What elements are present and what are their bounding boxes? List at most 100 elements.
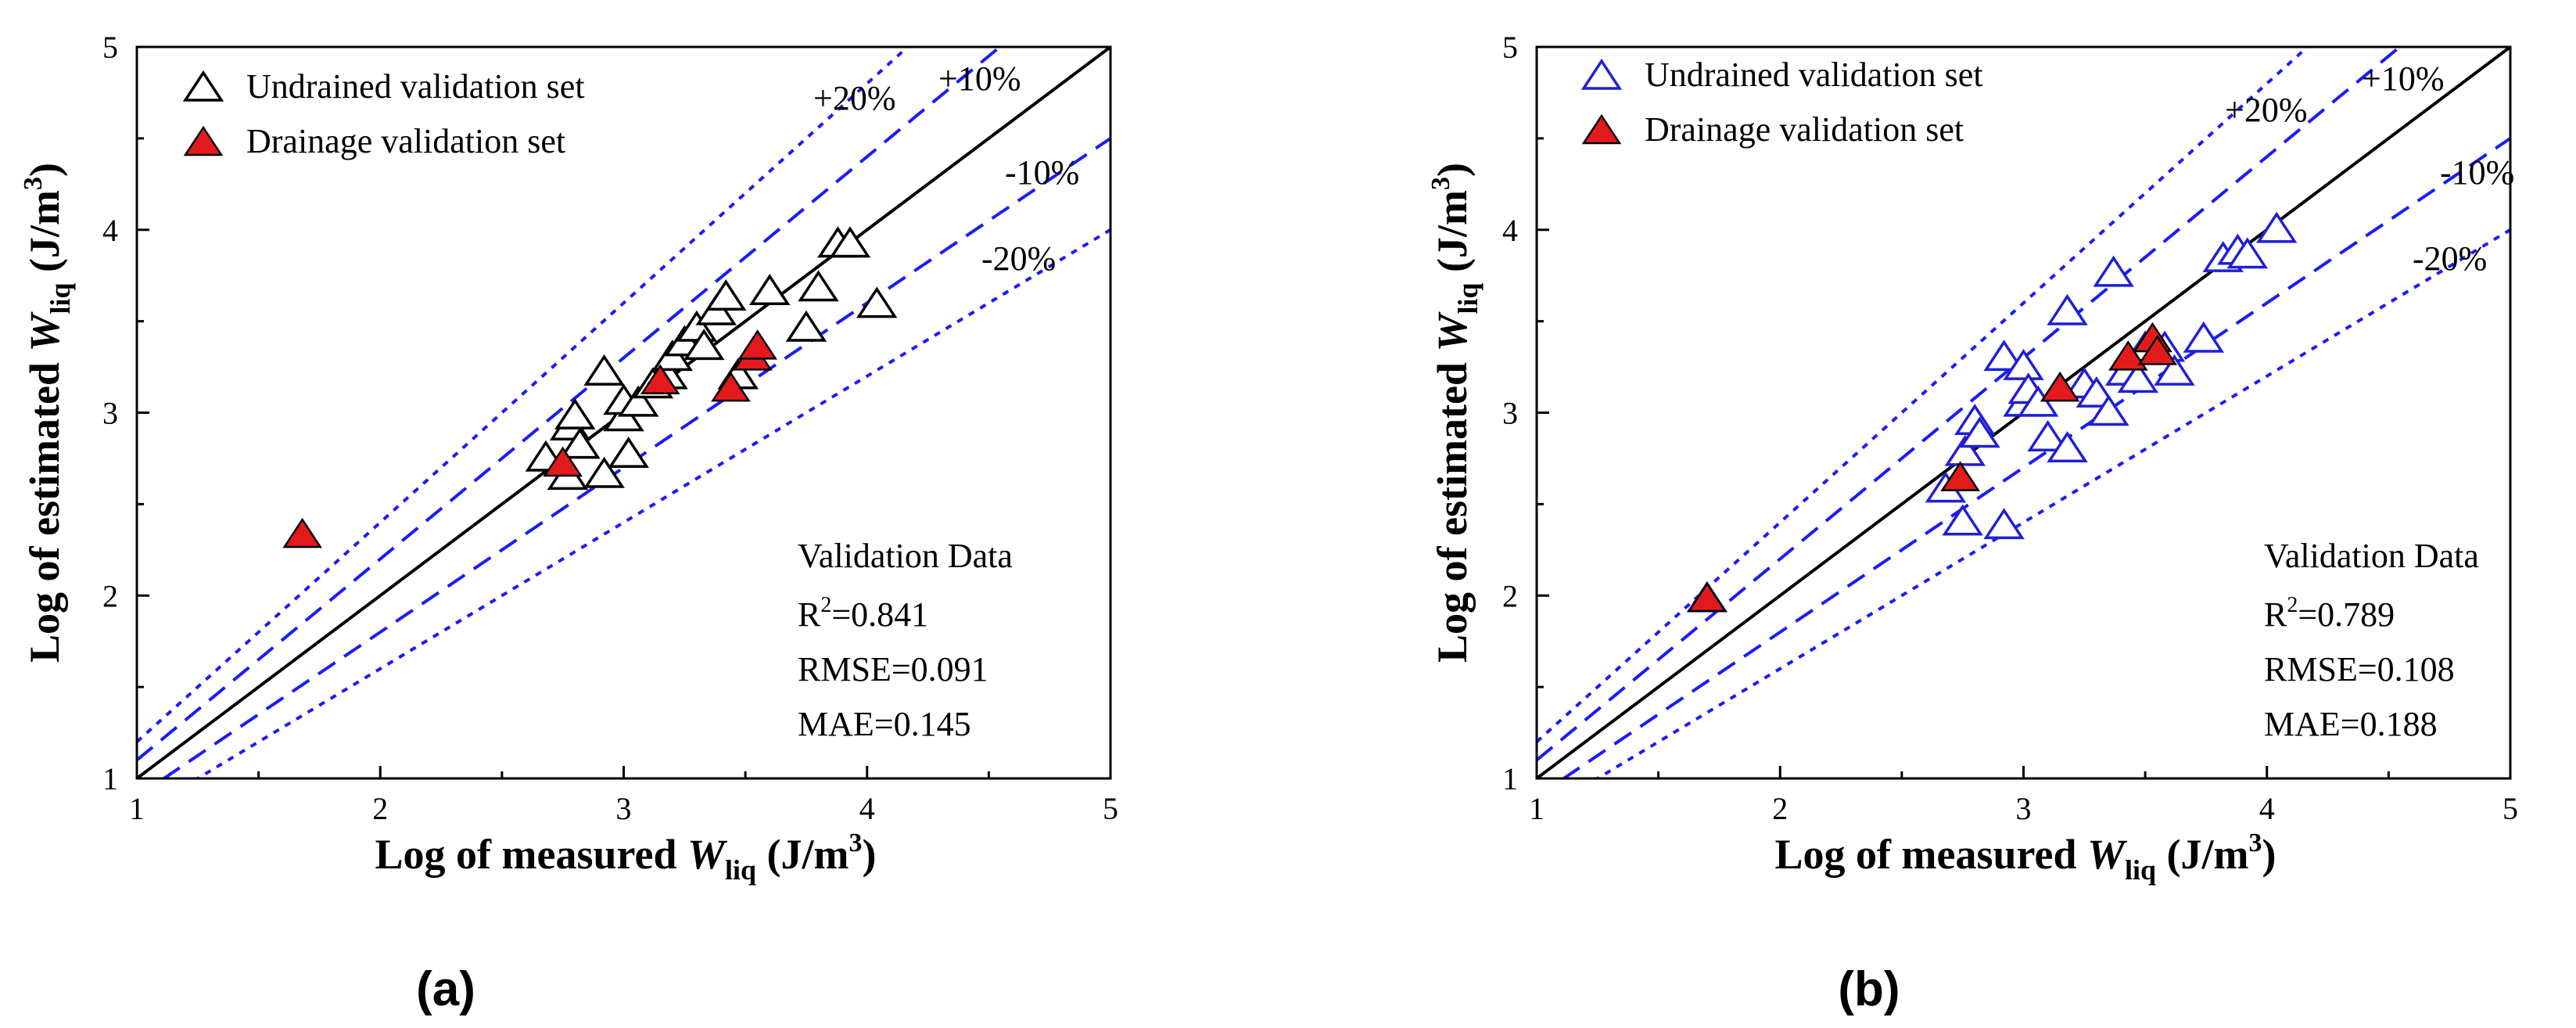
legend-undrained-label: Undrained validation set [1645,56,1983,94]
drainage-point [737,329,778,360]
axis-label-variable: W [2087,831,2128,878]
panel-label: (a) [416,962,475,1016]
axis-label-subscript: liq [1452,282,1484,314]
y-tick-label: 4 [102,213,118,248]
y-tick-label: 3 [102,396,118,431]
axis-label-subscript: liq [2125,854,2156,886]
axis-label-unit: (J/m [756,831,849,878]
undrained-point [1983,340,2025,372]
x-tick-label: 5 [2502,791,2518,826]
undrained-point [2076,376,2118,408]
minus-20-percent-line [1594,228,2510,778]
axis-label-superscript: 3 [19,177,48,190]
axis-label-unit: (J/m [1429,190,1476,282]
drainage-point [640,364,680,395]
undrained-point [2183,321,2225,353]
stats-r2: R2=0.841 [798,593,928,634]
minus-20-label: -20% [2413,239,2487,278]
y-axis-label: Log of estimated Wliq (J/m3) [19,163,76,663]
y-tick-label: 1 [102,761,118,796]
axis-label-superscript: 3 [849,829,863,857]
undrained-point [1959,416,2000,448]
undrained-point [683,329,725,361]
undrained-point [2255,211,2298,243]
axis-label-unit: (J/m [21,190,68,282]
stats-title: Validation Data [798,537,1013,575]
x-tick-label: 2 [1772,791,1788,826]
minus-10-label: -10% [1005,153,1079,192]
y-tick-label: 1 [1502,761,1518,796]
legend-undrained-marker [1580,58,1623,90]
y-tick-label: 4 [1502,213,1518,248]
legend-drainage-label: Drainage validation set [1645,110,1964,149]
y-axis-label: Log of estimated Wliq (J/m3) [1426,163,1484,663]
drainage-point [1940,461,1980,491]
undrained-point [798,270,839,302]
plus-10-percent-line [137,47,1003,762]
drainage-point [282,517,322,548]
stats-mae: MAE=0.145 [798,705,971,743]
r2-symbol: R [798,595,821,634]
legend-drainage-label: Drainage validation set [246,122,565,160]
plus-20-percent-line [137,47,910,743]
plus-20-label: +20% [2225,91,2307,129]
y-tick-label: 5 [1502,30,1518,65]
stats-rmse: RMSE=0.091 [798,650,988,688]
drainage-point [543,446,583,477]
legend-drainage-marker [1581,113,1622,145]
drainage-point [2108,340,2148,371]
x-axis-label: Log of measured Wliq (J/m3) [1775,829,2276,886]
axis-label-unit-close: ) [2262,831,2276,878]
r2-symbol: R [2264,595,2287,634]
undrained-point [559,427,601,459]
undrained-point [554,397,596,430]
axis-label-prefix: Log of estimated [21,352,68,663]
undrained-point [1942,504,1983,536]
undrained-point [2047,431,2088,462]
r2-superscript: 2 [2287,593,2298,617]
y-tick-label: 5 [102,30,118,65]
x-tick-label: 3 [616,791,632,826]
undrained-point [608,437,649,469]
drainage-point [2040,371,2080,402]
undrained-point [617,385,659,417]
undrained-point [2154,354,2195,386]
axis-label-variable: W [21,311,68,352]
axis-label-unit: (J/m [2156,831,2248,878]
axis-label-unit-close: ) [863,831,877,878]
drainage-point [711,371,751,402]
drainage-point [2137,335,2178,365]
panel-label: (b) [1838,962,1900,1016]
undrained-point [583,354,625,386]
legend-undrained-label: Undrained validation set [246,67,585,106]
undrained-point [785,310,827,342]
r2-value: =0.789 [2298,595,2395,634]
axis-label-superscript: 3 [1426,177,1455,190]
undrained-point [2047,293,2088,325]
x-tick-label: 1 [129,791,145,826]
stats-mae: MAE=0.188 [2264,705,2438,743]
x-tick-label: 5 [1103,791,1118,826]
undrained-point [2027,420,2068,451]
y-tick-label: 2 [1502,578,1518,613]
minus-10-percent-line [1561,137,2510,778]
legend-undrained-marker [182,70,224,102]
plus-10-label: +10% [2362,59,2444,98]
axis-label-subscript: liq [45,282,76,314]
undrained-point [2003,348,2044,380]
axis-label-prefix: Log of measured [1775,831,2088,878]
undrained-point [2226,237,2269,269]
minus-20-label: -20% [981,239,1056,278]
undrained-point [749,274,791,305]
undrained-point [2088,394,2129,426]
axis-label-subscript: liq [725,854,756,886]
x-tick-label: 2 [372,791,388,826]
minus-10-percent-line [161,137,1110,778]
r2-superscript: 2 [820,593,831,617]
axis-label-variable: W [687,831,728,878]
legend-drainage-marker [183,125,224,156]
x-axis-label: Log of measured Wliq (J/m3) [375,829,877,886]
undrained-point [2117,361,2159,394]
axis-label-unit-close: ) [1429,163,1476,177]
